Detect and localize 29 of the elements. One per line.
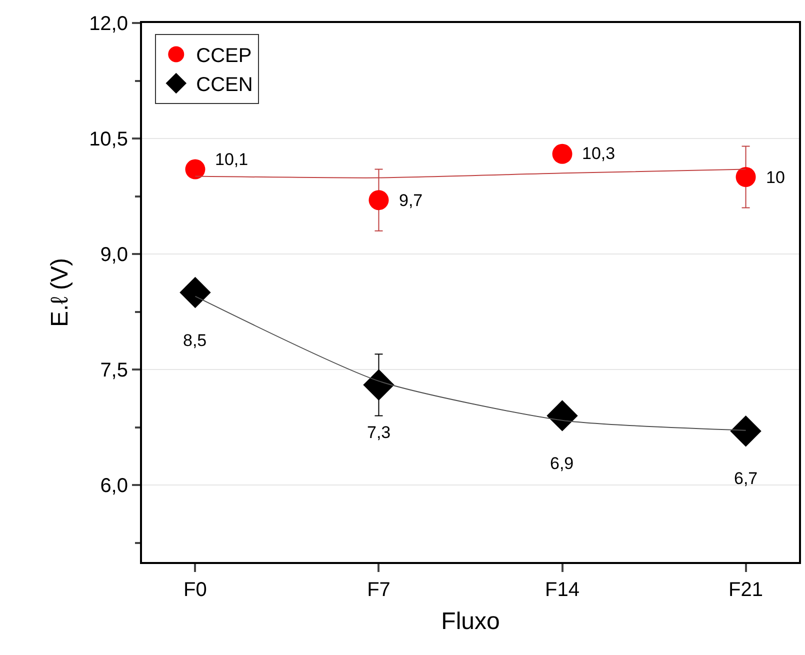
x-tick-label: F0: [184, 579, 207, 601]
data-label: 6,7: [734, 469, 758, 488]
point: [730, 416, 762, 447]
data-label: 9,7: [399, 191, 423, 210]
data-label: 6,9: [550, 454, 574, 473]
y-axis-title: E.ℓ (V): [46, 258, 74, 328]
y-tick-label: 6,0: [100, 475, 128, 497]
data-label: 7,3: [367, 423, 391, 442]
data-label: 10: [766, 168, 785, 187]
legend-label: CCEP: [196, 45, 252, 68]
data-label: 8,5: [183, 331, 207, 350]
x-axis-title: Fluxo: [441, 608, 500, 635]
data-label: 10,3: [582, 144, 616, 163]
x-tick-label: F21: [728, 579, 764, 601]
y-tick-label: 10,5: [89, 128, 128, 150]
x-tick-label: F14: [545, 579, 580, 601]
legend-label: CCEN: [196, 74, 253, 96]
y-tick-label: 9,0: [100, 244, 128, 266]
x-tick-label: F7: [367, 579, 390, 601]
y-tick-label: 7,5: [100, 360, 128, 382]
point: [185, 159, 206, 180]
point: [180, 276, 211, 308]
point: [363, 369, 394, 400]
point: [368, 190, 389, 210]
y-tick-label: 12,0: [89, 13, 128, 35]
point: [736, 167, 756, 187]
point: [552, 144, 572, 164]
point: [546, 400, 578, 432]
data-label: 10,1: [215, 150, 248, 169]
